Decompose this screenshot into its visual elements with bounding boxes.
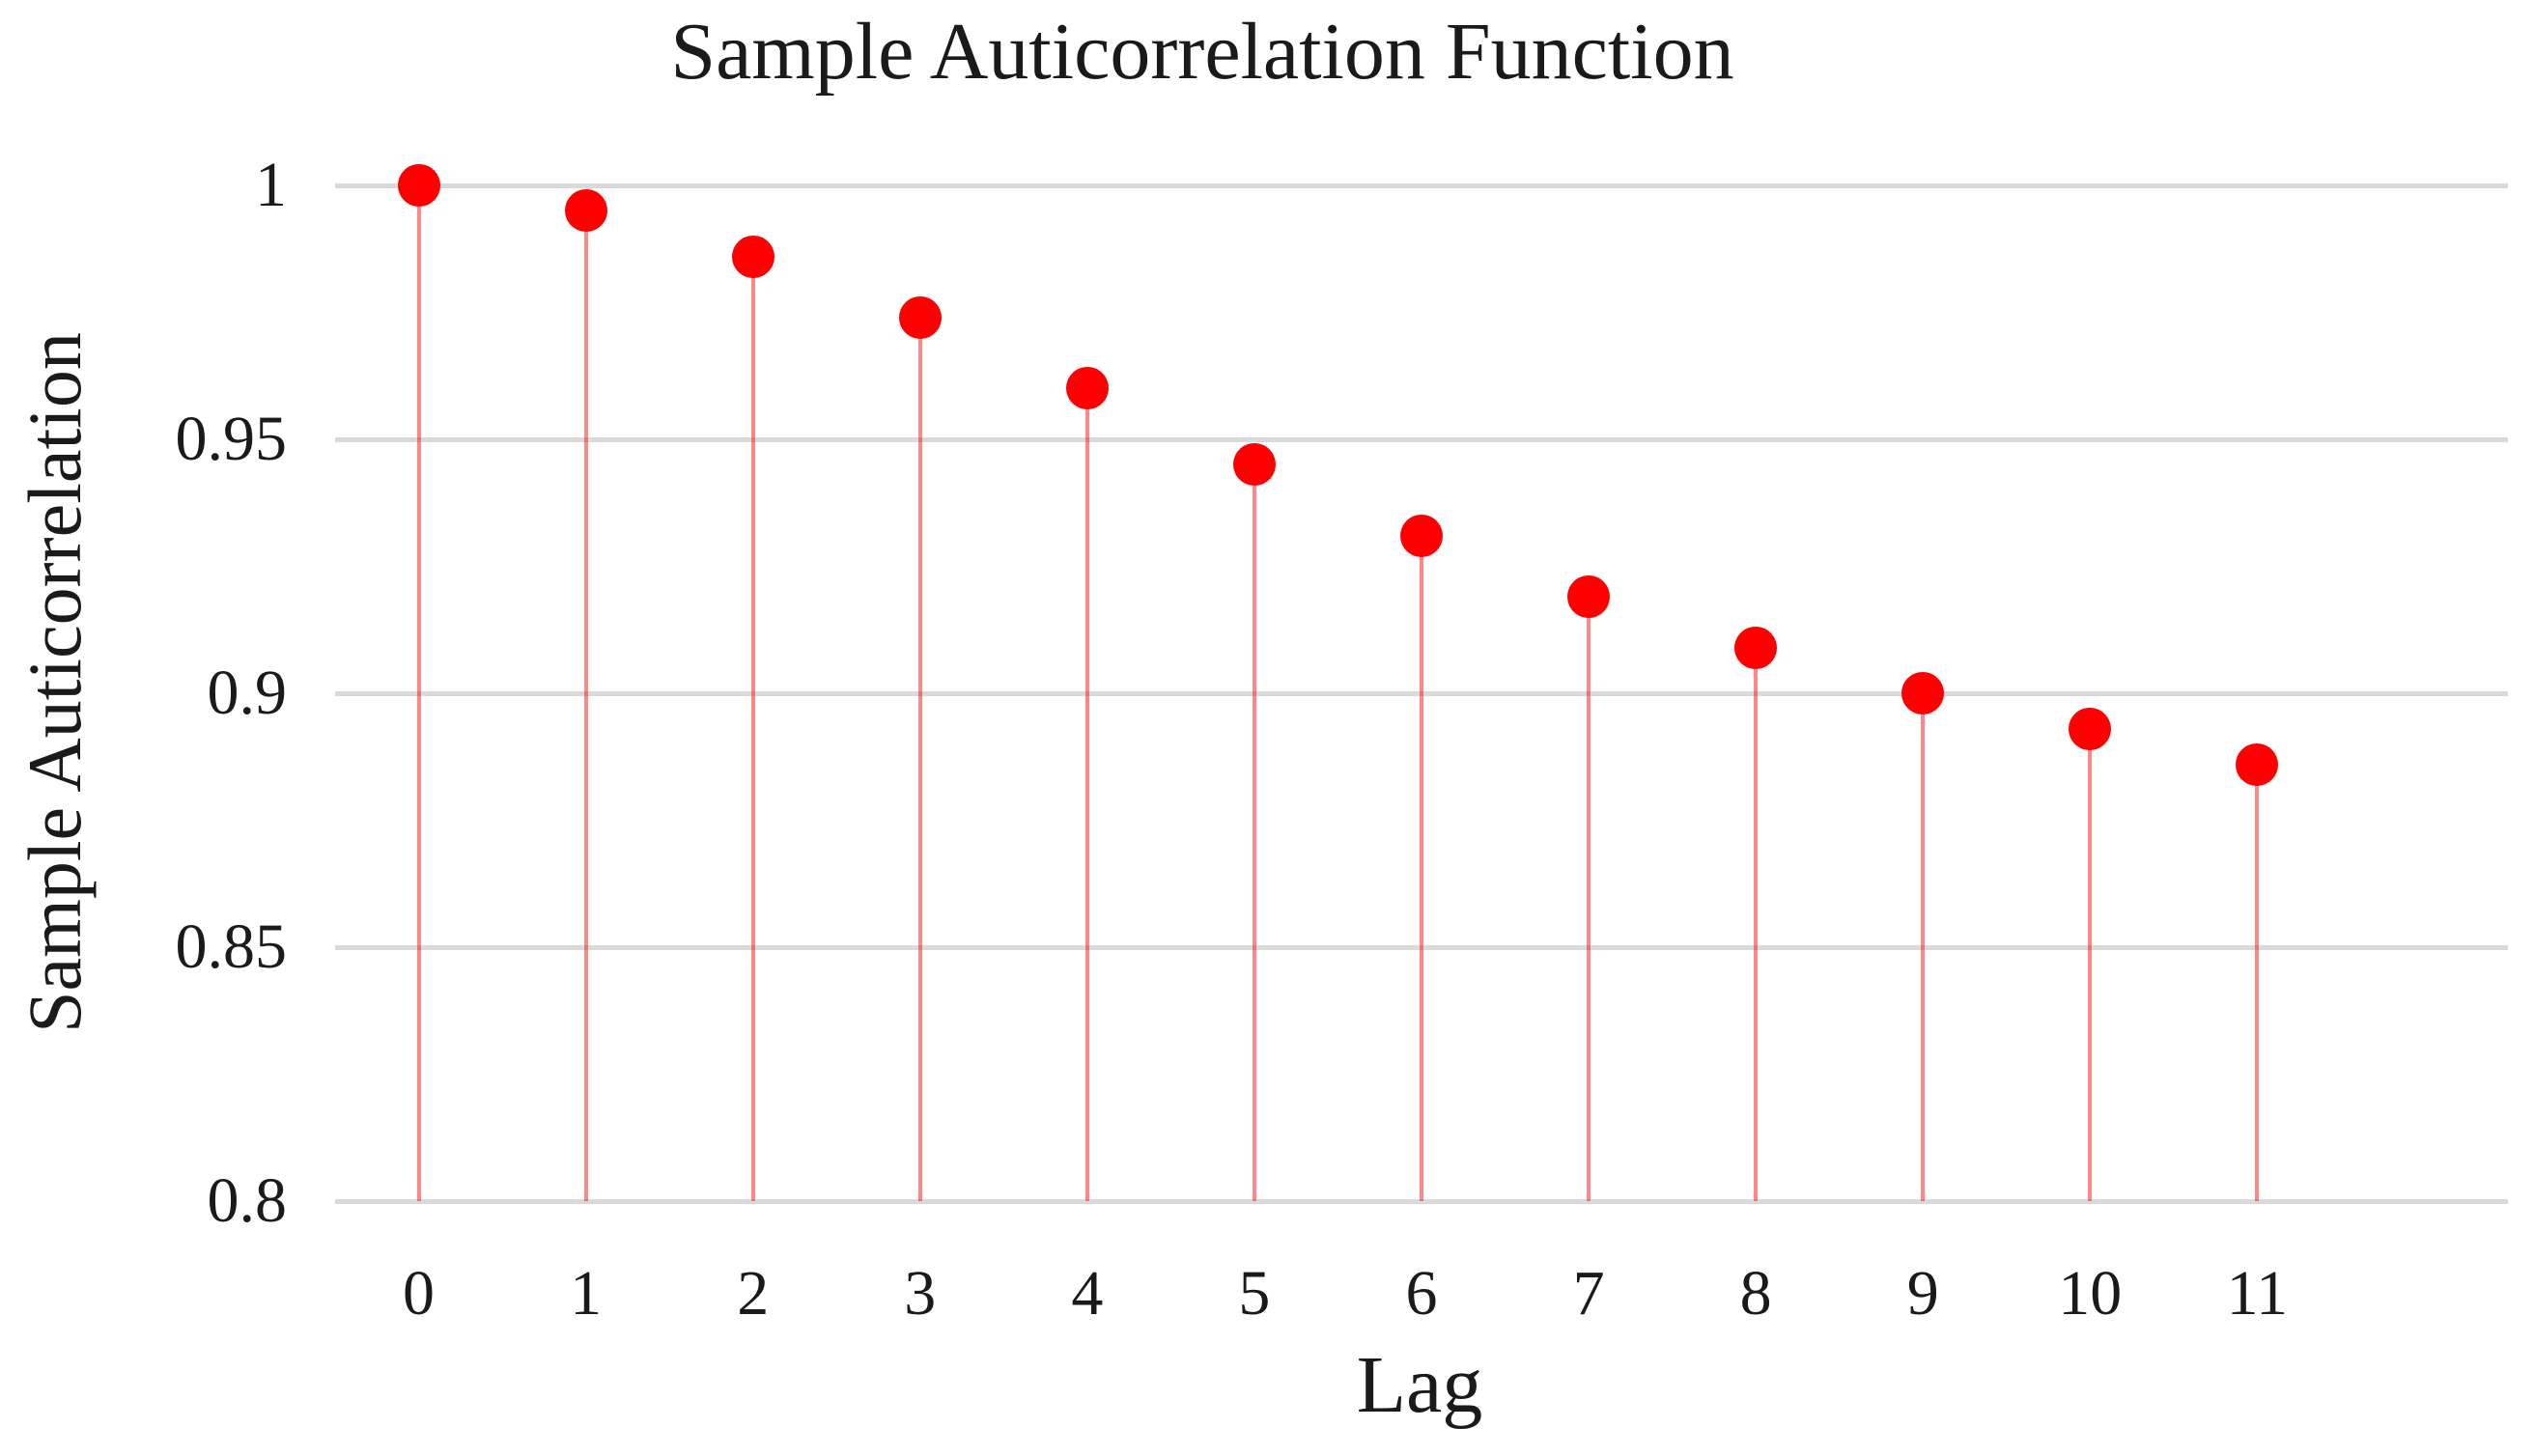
data-point-marker [1734, 626, 1778, 669]
x-tick-label: 9 [1906, 1258, 1939, 1329]
stem-line [917, 317, 922, 1201]
y-tick-label: 1 [255, 150, 287, 220]
data-point-marker [2069, 707, 2112, 750]
x-tick-label: 3 [904, 1258, 937, 1329]
stem-line [2088, 728, 2093, 1201]
data-point-marker [731, 235, 774, 278]
x-tick-label: 4 [1071, 1258, 1104, 1329]
gridline [335, 944, 2508, 950]
data-point-marker [1400, 514, 1443, 557]
x-tick-label: 2 [737, 1258, 770, 1329]
x-tick-label: 7 [1572, 1258, 1605, 1329]
data-point-marker [564, 189, 607, 233]
stem-line [583, 210, 588, 1201]
stem-line [2255, 764, 2260, 1201]
y-tick-label: 0.8 [207, 1165, 288, 1236]
x-tick-label: 8 [1739, 1258, 1772, 1329]
x-tick-label: 11 [2226, 1258, 2289, 1329]
stem-line [416, 185, 421, 1201]
gridline [335, 436, 2508, 442]
gridline [335, 182, 2508, 188]
gridline [335, 1198, 2508, 1204]
data-point-marker [1065, 367, 1109, 410]
stem-line [1754, 647, 1759, 1201]
y-tick-label: 0.95 [175, 404, 288, 474]
x-tick-label: 5 [1238, 1258, 1271, 1329]
x-tick-label: 1 [570, 1258, 603, 1329]
data-point-marker [898, 295, 942, 339]
stem-line [1587, 597, 1591, 1201]
data-point-marker [1232, 443, 1276, 487]
plot-area [335, 164, 2508, 1204]
x-tick-label: 0 [403, 1258, 436, 1329]
x-axis-title: Lag [1356, 1340, 1483, 1430]
stem-line [1420, 535, 1423, 1201]
stem-line [1084, 388, 1089, 1201]
stem-line [1921, 693, 1926, 1201]
y-tick-label: 0.9 [207, 658, 288, 728]
gridline [335, 690, 2508, 696]
y-tick-label: 0.85 [175, 911, 288, 982]
chart-title: Sample Auticorrelation Function [670, 7, 1734, 97]
data-point-marker [1567, 575, 1611, 619]
x-tick-label: 10 [2058, 1258, 2123, 1329]
stem-line [1252, 464, 1256, 1201]
data-point-marker [397, 164, 440, 207]
data-point-marker [2236, 742, 2279, 786]
data-point-marker [1901, 672, 1945, 714]
stem-line [750, 256, 755, 1201]
x-tick-label: 6 [1405, 1258, 1438, 1329]
